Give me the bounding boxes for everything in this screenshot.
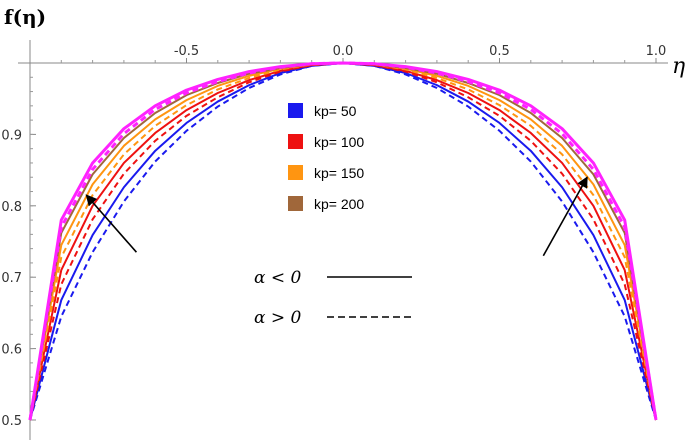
series-line-8: [28, 61, 658, 421]
x-axis-label: η: [672, 54, 685, 79]
arrow-annotation-1: [542, 176, 588, 257]
line-style-label-1: α > 0: [254, 308, 302, 328]
legend-label-2: kp= 150: [314, 165, 364, 181]
x-tick-label: 0.0: [333, 44, 354, 59]
legend-swatch-3: [288, 196, 303, 211]
y-tick-label: 0.8: [1, 200, 22, 215]
legend-swatch-1: [288, 134, 303, 149]
x-tick-label: 0.5: [489, 44, 510, 59]
legend-swatch-0: [288, 103, 303, 118]
legend-label-1: kp= 100: [314, 134, 364, 150]
series-layer: [28, 61, 658, 421]
legend-label-0: kp= 50: [314, 103, 357, 119]
legend-label-3: kp= 200: [314, 196, 364, 212]
y-tick-label: 0.7: [1, 271, 22, 286]
legend-swatch-2: [288, 165, 303, 180]
y-axis-label: f(η): [4, 5, 46, 29]
legend: kp= 50 kp= 100 kp= 150 kp= 200 α < 0 α > 0: [254, 103, 412, 328]
x-tick-label: -0.5: [174, 44, 199, 59]
arrow-annotation-0: [85, 194, 138, 253]
y-tick-label: 0.9: [1, 128, 22, 143]
x-tick-label: 1.0: [646, 44, 667, 59]
line-style-label-0: α < 0: [254, 268, 302, 288]
axes: -0.5 0.0 0.5 1.0 0.5 0.6 0.7 0.8 0.9: [1, 40, 668, 440]
arrows: [85, 176, 588, 257]
y-tick-label: 0.5: [1, 414, 22, 429]
y-tick-label: 0.6: [1, 343, 22, 358]
series-line-3: [29, 62, 657, 421]
